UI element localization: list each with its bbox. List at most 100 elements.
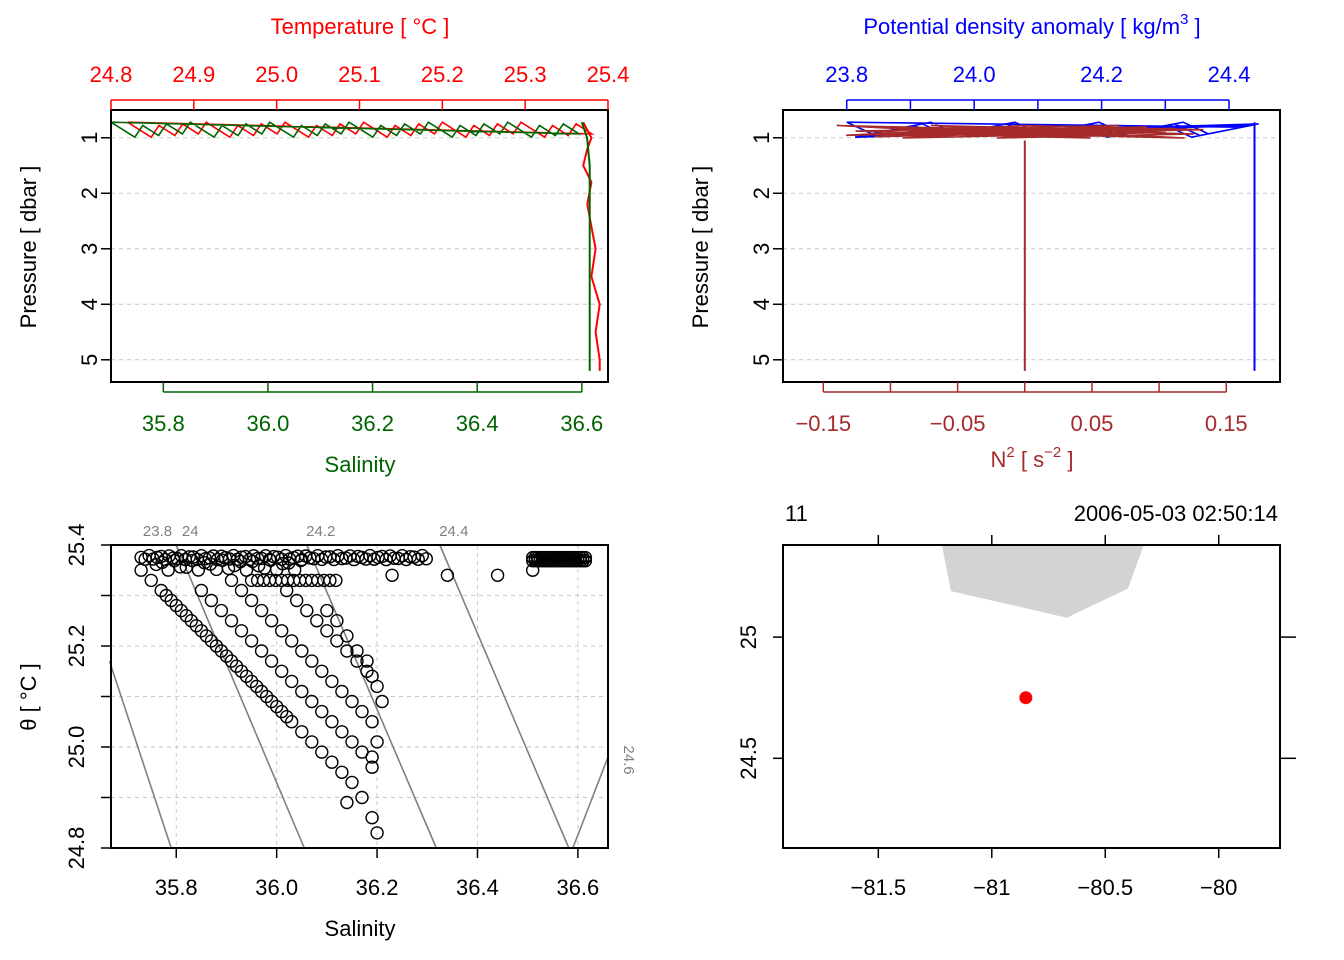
ts-point <box>300 603 314 618</box>
salinity-tick-label: 36.2 <box>351 411 394 436</box>
ts-point <box>214 644 229 658</box>
ts-point <box>490 568 505 582</box>
ts-profile-frame <box>110 109 609 383</box>
map-land <box>941 545 1144 618</box>
density-profile-frame <box>782 109 1281 383</box>
ts-point <box>280 710 294 724</box>
ts-point <box>264 614 279 628</box>
y-tick-label: 3 <box>77 243 102 255</box>
ts-point <box>275 624 289 638</box>
ts-diagram-axes: 35.8 36.0 36.2 36.4 36.6 24.8 25.0 25.2 25.4 <box>64 524 599 900</box>
ts-point <box>295 644 309 658</box>
ts-point <box>315 745 329 759</box>
y-tick-label: 5 <box>749 354 774 366</box>
ts-point <box>350 654 364 668</box>
lon-tick-label: −81 <box>973 875 1010 900</box>
ts-point <box>174 603 189 618</box>
land-polygon <box>941 545 1144 618</box>
ts-point <box>194 583 209 598</box>
temperature-profile-line <box>582 121 601 371</box>
ts-point <box>189 619 204 633</box>
y-tick-label: 4 <box>749 298 774 310</box>
y-tick-label: 2 <box>77 187 102 199</box>
ts-point <box>204 593 219 608</box>
density-profile-left-title: Pressure [ dbar ] <box>688 166 713 329</box>
ts-point <box>244 593 259 608</box>
density-profile-axes: 1 2 3 4 5 23.8 24.0 24.2 24.4 −0.15 −0.05 0.05 0.15 <box>749 62 1250 436</box>
ts-point <box>340 629 354 643</box>
x-tick-label: 36.6 <box>556 875 599 900</box>
ts-point <box>285 715 299 729</box>
isopycnal-label: 24.4 <box>439 523 468 540</box>
ts-point <box>154 583 168 598</box>
ts-point <box>578 554 593 568</box>
ts-point <box>360 664 374 678</box>
ts-point <box>221 561 236 576</box>
n2-tick-label: 0.15 <box>1205 411 1248 436</box>
ts-point <box>340 644 354 658</box>
lon-tick-label: −81.5 <box>850 875 906 900</box>
ts-point <box>264 694 279 709</box>
ts-point <box>320 624 334 638</box>
n2-tick-label: 0.05 <box>1071 411 1114 436</box>
ts-point <box>323 573 337 588</box>
ts-point <box>254 684 269 699</box>
ts-point <box>370 826 384 840</box>
temperature-tick-label: 25.0 <box>255 62 298 87</box>
ts-point <box>224 573 239 588</box>
ts-point <box>234 583 249 598</box>
ts-profile-data <box>110 121 601 371</box>
y-tick-label: 1 <box>749 132 774 144</box>
isopycnal-label: 24.6 <box>620 745 637 774</box>
salinity-tick-label: 36.0 <box>247 411 290 436</box>
temperature-tick-label: 25.2 <box>421 62 464 87</box>
density-tick-label: 24.2 <box>1080 62 1123 87</box>
temperature-tick-label: 25.4 <box>587 62 630 87</box>
ts-point <box>197 556 212 570</box>
ts-point <box>415 548 429 563</box>
ts-point <box>214 603 229 618</box>
temperature-tick-label: 24.9 <box>172 62 215 87</box>
lat-tick-label: 25 <box>736 625 761 649</box>
ts-point <box>365 811 379 825</box>
station-marker <box>1019 691 1033 705</box>
x-tick-label: 36.2 <box>356 875 399 900</box>
ts-diagram-xlabel: Salinity <box>325 916 396 941</box>
ts-point <box>259 689 274 704</box>
ts-point <box>285 634 299 648</box>
ts-point <box>229 659 244 673</box>
ts-point <box>335 684 349 699</box>
ts-point <box>264 654 279 668</box>
ts-point <box>335 725 349 739</box>
ts-point <box>169 598 184 613</box>
ts-profile-top-title: Temperature [ °C ] <box>271 14 450 39</box>
density-tick-label: 23.8 <box>825 62 868 87</box>
ts-point <box>276 557 290 571</box>
ts-point <box>325 715 339 729</box>
n2-surface-oscillation <box>836 124 1204 139</box>
isopycnal-line <box>108 660 173 849</box>
ts-point <box>360 654 374 668</box>
ts-point <box>134 563 148 577</box>
salinity-tick-label: 35.8 <box>142 411 185 436</box>
y-tick-label: 25.4 <box>64 524 89 567</box>
ts-point <box>340 795 354 810</box>
ts-point <box>419 552 433 566</box>
y-tick-label: 4 <box>77 298 102 310</box>
ts-point <box>149 557 163 572</box>
ts-point <box>164 593 178 608</box>
ts-profile-axes: 1 2 3 4 5 24.8 24.9 25.0 25.1 25.2 25.3 25.4 35.8 36.… <box>77 62 629 436</box>
ts-point <box>345 775 359 790</box>
ts-point <box>294 553 308 568</box>
ts-point <box>263 553 278 567</box>
ts-point <box>295 725 309 739</box>
density-tick-label: 24.4 <box>1208 62 1251 87</box>
ts-point <box>234 624 249 638</box>
map-station <box>1019 691 1033 705</box>
temperature-tick-label: 24.8 <box>90 62 133 87</box>
density-profile-bottom-title: N2 [ s−2 ] <box>991 444 1074 472</box>
ts-point <box>179 609 194 623</box>
ts-point <box>345 735 359 749</box>
ts-point <box>254 644 269 658</box>
